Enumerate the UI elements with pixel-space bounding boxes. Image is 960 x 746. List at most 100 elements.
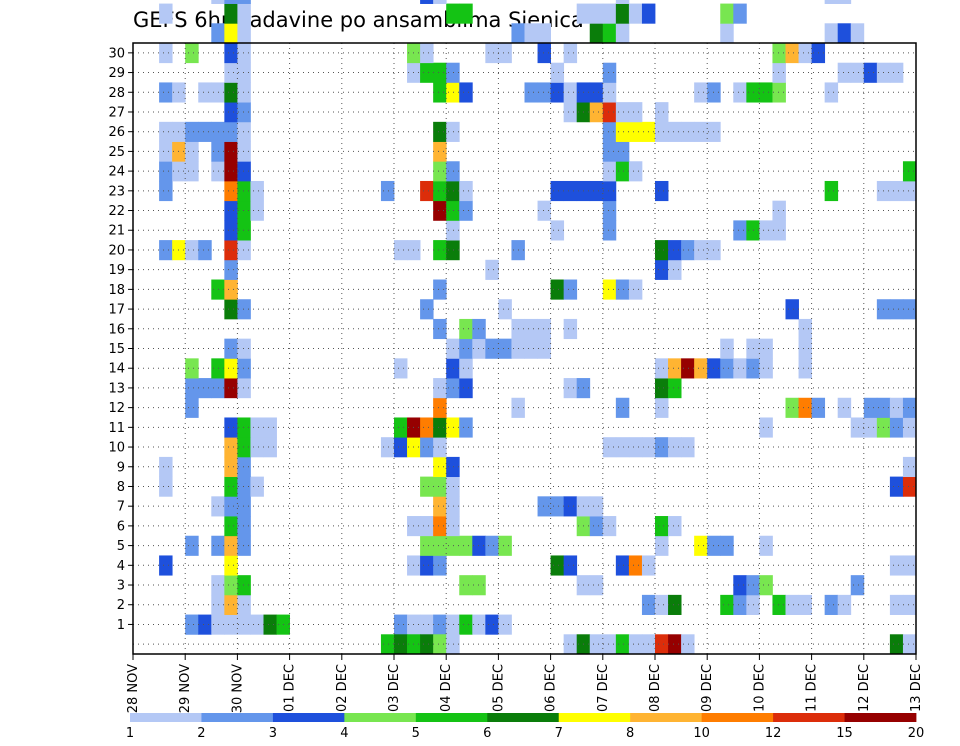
heatmap-cell [798, 358, 812, 379]
y-tick-label: 22 [108, 204, 125, 219]
heatmap-cell [668, 378, 682, 399]
heatmap-cell [185, 161, 199, 182]
y-tick-label: 23 [108, 184, 125, 199]
heatmap-cell [550, 279, 565, 300]
heatmap-cell [394, 358, 408, 379]
heatmap-cell [694, 535, 708, 556]
heatmap-cell [602, 516, 617, 537]
heatmap-cell [889, 417, 904, 438]
heatmap-cell [681, 240, 695, 261]
y-tick-label: 13 [108, 381, 125, 396]
heatmap-cell [798, 338, 812, 359]
heatmap-cell [902, 594, 917, 615]
heatmap-cell [224, 180, 238, 202]
heatmap-cell [589, 516, 604, 537]
heatmap-cell [446, 338, 460, 359]
y-tick-label: 26 [108, 125, 125, 140]
heatmap-cell [655, 180, 669, 202]
colorbar-label: 4 [340, 726, 348, 741]
heatmap-cell [224, 575, 238, 596]
heatmap-cell [237, 141, 251, 162]
heatmap-cell [681, 358, 695, 379]
heatmap-cell [889, 555, 904, 576]
y-axis: 1234567891011121314151617181920212223242… [108, 46, 133, 633]
heatmap-cell [185, 397, 199, 418]
heatmap-cell [237, 378, 251, 399]
heatmap-cell [694, 121, 708, 142]
heatmap-cell [237, 535, 251, 556]
heatmap-cell [459, 318, 473, 340]
heatmap-cell [224, 43, 238, 64]
heatmap-cell [224, 378, 238, 399]
heatmap-cell [785, 594, 799, 615]
heatmap-cell [485, 338, 499, 359]
heatmap-cell [902, 555, 917, 576]
y-tick-label: 30 [108, 46, 125, 61]
y-tick-label: 27 [108, 105, 125, 120]
heatmap-cell [433, 378, 447, 399]
colorbar-label: 20 [908, 726, 925, 741]
heatmap-cell [263, 437, 277, 458]
heatmap-cell [733, 3, 747, 24]
colorbar-segment [701, 713, 774, 722]
heatmap-cell [433, 476, 447, 497]
heatmap-cell [733, 575, 747, 596]
heatmap-cell [459, 82, 473, 103]
heatmap-cell [563, 496, 578, 517]
heatmap-cell [863, 417, 878, 438]
heatmap-cell [785, 299, 799, 320]
heatmap-cell [224, 220, 238, 241]
colorbar-label: 12 [765, 726, 782, 741]
colorbar-label: 7 [555, 726, 563, 741]
heatmap-cell [720, 3, 734, 24]
heatmap-cell [668, 594, 682, 615]
heatmap-cell [185, 43, 199, 64]
heatmap-cell [668, 437, 682, 458]
heatmap-cell [459, 417, 473, 438]
heatmap-cell [472, 614, 486, 635]
x-tick-label: 12 DEC [857, 664, 872, 712]
x-axis: 28 NOV 29 NOV 30 NOV 01 DEC 02 DEC 03 DEC 04 D… [126, 654, 924, 713]
heatmap-cell [563, 180, 578, 202]
y-tick-label: 15 [108, 342, 125, 357]
heatmap-cell [433, 614, 447, 635]
heatmap-cell [237, 456, 251, 478]
heatmap-cell [237, 516, 251, 537]
heatmap-cell [902, 397, 917, 418]
colorbar-segment [344, 713, 417, 722]
heatmap-cell [668, 634, 682, 655]
heatmap-cell [576, 3, 591, 24]
heatmap-cell [785, 397, 799, 418]
heatmap-cell [772, 43, 786, 64]
heatmap-cell [902, 299, 917, 320]
heatmap-cell [889, 397, 904, 418]
heatmap-cell [628, 279, 643, 300]
heatmap-cell [237, 575, 251, 596]
heatmap-cell [550, 220, 565, 241]
heatmap-cell [824, 0, 839, 4]
heatmap-cell [433, 437, 447, 458]
colorbar-label: 2 [197, 726, 205, 741]
colorbar-segment [272, 713, 345, 722]
heatmap-cell [889, 594, 904, 615]
heatmap-cell [655, 535, 669, 556]
heatmap-cell [563, 634, 578, 655]
heatmap-cell [394, 240, 408, 261]
colorbar-label: 1 [126, 726, 134, 741]
y-tick-label: 6 [117, 519, 125, 534]
colorbar-segment [487, 713, 560, 722]
heatmap-cell [602, 62, 617, 83]
colorbar-label: 3 [269, 726, 277, 741]
heatmap-cell [889, 634, 904, 655]
heatmap-cell [446, 220, 460, 241]
heatmap-cell [668, 240, 682, 261]
heatmap-cell [720, 358, 734, 379]
heatmap-cell [459, 358, 473, 379]
y-tick-label: 10 [108, 441, 125, 456]
heatmap-cell [433, 496, 447, 517]
heatmap-cell [655, 259, 669, 280]
heatmap-cell [459, 338, 473, 359]
heatmap-cell [394, 437, 408, 458]
heatmap-cell [668, 259, 682, 280]
heatmap-cell [237, 62, 251, 83]
